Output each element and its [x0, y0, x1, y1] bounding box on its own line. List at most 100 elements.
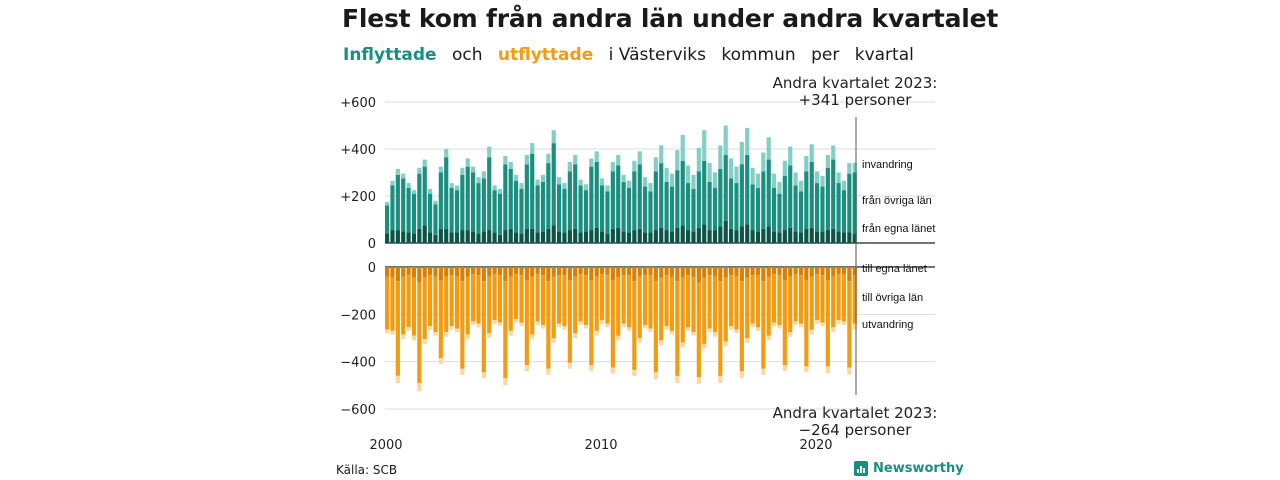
bar-inflow-immigration	[831, 145, 836, 160]
bar-inflow-other-counties	[562, 188, 567, 233]
bar-outflow-other-counties	[411, 277, 417, 336]
bar-outflow-own-county	[745, 267, 750, 278]
bar-inflow-immigration	[626, 180, 632, 188]
series-label-inflow: invandring	[862, 159, 913, 171]
bar-inflow-immigration	[718, 145, 723, 169]
series-label-outflow: till övriga län	[862, 292, 923, 304]
bar-inflow-own-county	[664, 230, 669, 243]
bar-inflow-other-counties	[852, 172, 857, 234]
bar-inflow-other-counties	[546, 163, 551, 229]
bar-inflow-own-county	[535, 232, 540, 243]
bar-outflow-emigration	[417, 382, 422, 392]
bar-outflow-own-county	[772, 267, 777, 275]
bar-outflow-other-counties	[653, 281, 658, 373]
bar-inflow-own-county	[675, 227, 680, 243]
bar-outflow-own-county	[798, 267, 804, 276]
bar-outflow-emigration	[530, 334, 535, 340]
bar-outflow-other-counties	[691, 276, 696, 333]
bar-outflow-emigration	[745, 338, 750, 343]
bar-outflow-emigration	[444, 332, 449, 337]
bar-outflow-emigration	[804, 366, 809, 373]
source-note: Källa: SCB	[336, 463, 398, 477]
bar-inflow-own-county	[401, 231, 406, 243]
bar-outflow-other-counties	[406, 275, 411, 328]
bar-outflow-own-county	[847, 267, 852, 282]
bar-inflow-own-county	[702, 224, 707, 243]
bar-inflow-immigration	[390, 180, 395, 186]
bar-inflow-immigration	[438, 166, 443, 173]
bar-inflow-immigration	[621, 174, 626, 182]
bar-inflow-immigration	[514, 174, 519, 181]
bar-inflow-other-counties	[643, 186, 648, 233]
bar-outflow-own-county	[686, 267, 691, 276]
bar-outflow-other-counties	[583, 275, 589, 325]
bar-inflow-immigration	[508, 161, 513, 169]
bar-inflow-immigration	[444, 149, 449, 158]
bar-inflow-immigration	[454, 185, 460, 191]
annotation-top-line2: +341 personer	[798, 91, 912, 109]
bar-outflow-emigration	[761, 368, 766, 375]
bar-outflow-emigration	[798, 323, 804, 328]
bar-outflow-own-county	[621, 267, 626, 276]
bar-inflow-own-county	[508, 228, 513, 243]
bar-inflow-own-county	[530, 228, 535, 243]
bar-outflow-emigration	[616, 335, 621, 341]
bar-outflow-other-counties	[659, 277, 664, 341]
bar-inflow-own-county	[755, 231, 761, 243]
bar-outflow-emigration	[777, 324, 782, 329]
bar-outflow-emigration	[460, 368, 465, 375]
bar-outflow-emigration	[428, 326, 433, 330]
bar-inflow-own-county	[395, 230, 400, 243]
bar-inflow-own-county	[562, 232, 567, 243]
bar-inflow-immigration	[422, 159, 427, 167]
bar-inflow-own-county	[659, 227, 664, 243]
bar-outflow-other-counties	[460, 281, 465, 369]
bar-inflow-immigration	[669, 173, 675, 187]
bar-outflow-other-counties	[793, 274, 798, 322]
bar-outflow-other-counties	[557, 275, 562, 324]
bar-inflow-other-counties	[659, 163, 664, 228]
bar-outflow-other-counties	[438, 280, 443, 359]
bar-outflow-other-counties	[648, 275, 653, 329]
bar-outflow-emigration	[433, 332, 438, 336]
bar-inflow-immigration	[686, 165, 691, 184]
bar-outflow-own-county	[519, 267, 524, 276]
bar-outflow-other-counties	[761, 281, 766, 369]
subtitle-rest-2: kommun	[721, 45, 796, 65]
bar-outflow-own-county	[831, 267, 836, 277]
bar-outflow-own-county	[535, 267, 540, 275]
bar-inflow-immigration	[616, 154, 621, 166]
bar-outflow-emigration	[422, 339, 427, 344]
bar-inflow-other-counties	[401, 178, 406, 232]
bar-inflow-own-county	[643, 232, 648, 243]
bar-outflow-other-counties	[718, 281, 723, 376]
bar-inflow-own-county	[798, 232, 804, 243]
bar-inflow-immigration	[578, 179, 583, 186]
bar-outflow-other-counties	[852, 275, 857, 324]
bar-outflow-own-county	[562, 267, 567, 276]
y-tick-label-bottom: −200	[340, 308, 376, 323]
bar-outflow-own-county	[739, 267, 744, 282]
bar-inflow-own-county	[707, 230, 712, 243]
bar-outflow-emigration	[675, 375, 680, 383]
y-tick-label-top: +600	[340, 96, 376, 111]
bar-outflow-other-counties	[755, 275, 761, 328]
bar-inflow-immigration	[804, 156, 809, 172]
bar-inflow-immigration	[551, 130, 556, 144]
bar-outflow-emigration	[551, 338, 556, 343]
y-tick-label-bottom: 0	[368, 261, 376, 276]
bar-inflow-other-counties	[497, 193, 503, 235]
bar-inflow-other-counties	[540, 181, 546, 232]
bar-outflow-other-counties	[841, 274, 847, 322]
bar-outflow-emigration	[772, 322, 777, 327]
annotation-top: Andra kvartalet 2023: +341 personer	[770, 75, 940, 109]
bar-inflow-other-counties	[567, 171, 572, 231]
bar-inflow-other-counties	[417, 173, 422, 229]
bar-inflow-immigration	[755, 173, 761, 188]
bar-outflow-emigration	[487, 333, 492, 338]
bar-inflow-other-counties	[745, 154, 750, 225]
bar-inflow-other-counties	[551, 143, 556, 226]
bar-inflow-immigration	[519, 183, 524, 189]
bar-inflow-other-counties	[686, 183, 691, 231]
bar-inflow-immigration	[540, 174, 546, 182]
